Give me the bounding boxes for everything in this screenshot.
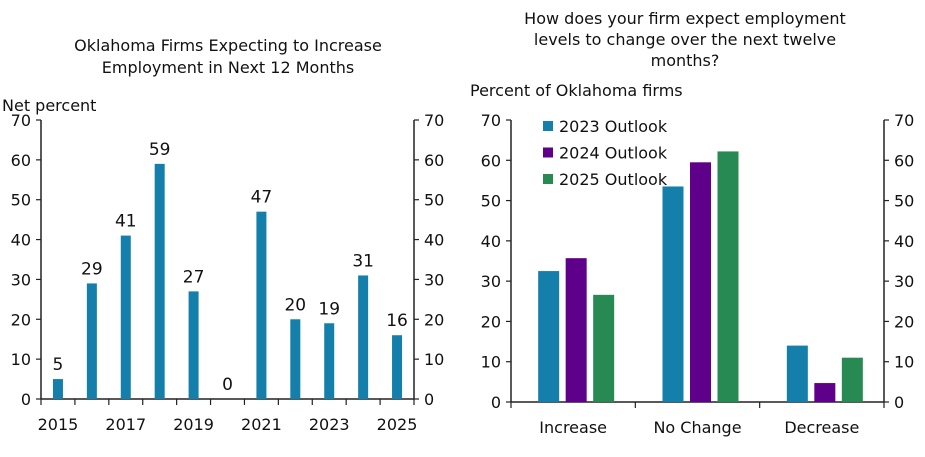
y-tick-label-right: 30 — [894, 272, 914, 291]
x-tick-label: No Change — [653, 418, 741, 437]
bar-2015 — [52, 379, 63, 399]
y-tick-label-left: 20 — [481, 312, 501, 331]
legend-swatch — [543, 121, 553, 131]
bar-2025 — [392, 335, 403, 399]
bar-2023-outlook-decrease — [786, 345, 808, 402]
x-tick-label: Decrease — [784, 418, 859, 437]
chart-title: levels to change over the next twelve — [534, 30, 836, 49]
chart-title: Employment in Next 12 Months — [102, 58, 354, 77]
bar-2022 — [290, 319, 301, 399]
x-tick-label: 2017 — [105, 415, 146, 434]
x-tick-label: 2025 — [377, 415, 418, 434]
y-tick-label-left: 0 — [21, 390, 31, 409]
y-tick-label-right: 40 — [894, 232, 914, 251]
chart-title: How does your firm expect employment — [524, 9, 846, 28]
x-tick-label: 2023 — [309, 415, 350, 434]
y-tick-label-right: 30 — [424, 270, 444, 289]
chart-title: months? — [651, 51, 720, 70]
bar-2024-outlook-increase — [565, 258, 587, 402]
bar-2024 — [358, 275, 369, 399]
data-label: 0 — [222, 375, 233, 395]
y-tick-label-right: 60 — [894, 151, 914, 170]
y-tick-label-left: 30 — [481, 272, 501, 291]
data-label: 47 — [251, 188, 273, 208]
data-label: 16 — [386, 311, 408, 331]
y-axis-label: Net percent — [2, 96, 96, 115]
x-tick-label: 2019 — [173, 415, 214, 434]
y-tick-label-left: 10 — [11, 350, 31, 369]
y-tick-label-left: 10 — [481, 353, 501, 372]
y-tick-label-right: 20 — [424, 310, 444, 329]
y-tick-label-left: 50 — [481, 192, 501, 211]
y-tick-label-left: 40 — [11, 231, 31, 250]
y-tick-label-left: 40 — [481, 232, 501, 251]
legend-label: 2023 Outlook — [559, 117, 668, 136]
bar-2024-outlook-no-change — [690, 162, 711, 402]
y-tick-label-right: 50 — [424, 191, 444, 210]
bar-2023-outlook-no-change — [662, 186, 684, 402]
y-tick-label-left: 70 — [481, 111, 501, 130]
bar-2023 — [324, 323, 335, 399]
y-tick-label-right: 0 — [424, 390, 434, 409]
y-tick-label-right: 70 — [894, 111, 914, 130]
data-label: 20 — [284, 295, 306, 315]
data-label: 41 — [115, 212, 137, 232]
y-tick-label-right: 20 — [894, 312, 914, 331]
x-tick-label: Increase — [539, 418, 607, 437]
y-tick-label-left: 20 — [11, 310, 31, 329]
y-axis-label: Percent of Oklahoma firms — [470, 81, 683, 100]
y-tick-label-right: 10 — [894, 353, 914, 372]
bar-2023-outlook-increase — [538, 271, 560, 402]
bar-2016 — [86, 283, 97, 399]
y-tick-label-left: 50 — [11, 191, 31, 210]
legend-label: 2025 Outlook — [559, 170, 668, 189]
data-label: 19 — [318, 299, 340, 319]
y-tick-label-right: 10 — [424, 350, 444, 369]
legend-swatch — [543, 174, 553, 184]
bar-2019 — [188, 291, 199, 399]
y-tick-label-right: 0 — [894, 393, 904, 412]
data-label: 31 — [352, 251, 374, 271]
bar-2018 — [154, 163, 165, 399]
chart-title: Oklahoma Firms Expecting to Increase — [74, 36, 382, 55]
bar-2025-outlook-decrease — [841, 357, 863, 402]
y-tick-label-left: 70 — [11, 111, 31, 130]
data-label: 27 — [183, 267, 205, 287]
data-label: 5 — [53, 355, 64, 375]
bar-2021 — [256, 211, 267, 399]
y-tick-label-left: 60 — [481, 151, 501, 170]
bar-2025-outlook-no-change — [717, 151, 739, 402]
legend-swatch — [543, 147, 553, 158]
data-label: 29 — [81, 259, 103, 279]
y-tick-label-left: 30 — [11, 270, 31, 289]
data-label: 59 — [149, 140, 171, 160]
y-tick-label-right: 50 — [894, 192, 914, 211]
y-tick-label-right: 60 — [424, 151, 444, 170]
bar-2024-outlook-decrease — [814, 383, 836, 402]
x-tick-label: 2015 — [38, 415, 79, 434]
y-tick-label-left: 0 — [491, 393, 501, 412]
legend-label: 2024 Outlook — [559, 144, 668, 163]
y-tick-label-right: 40 — [424, 231, 444, 250]
bar-2025-outlook-increase — [593, 294, 615, 402]
y-tick-label-left: 60 — [11, 151, 31, 170]
y-tick-label-right: 70 — [424, 111, 444, 130]
bar-2017 — [120, 235, 131, 399]
x-tick-label: 2021 — [241, 415, 282, 434]
